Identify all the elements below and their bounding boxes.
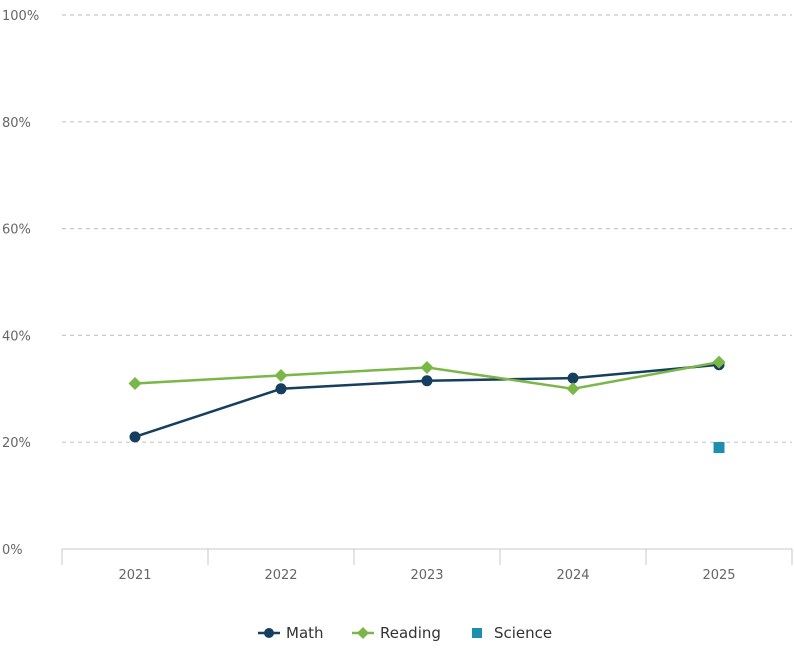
legend-swatch-marker [264,628,274,638]
legend-label: Reading [380,624,441,642]
data-point-math [421,375,433,387]
y-tick-label: 60% [2,223,31,238]
legend-label: Science [494,624,552,642]
x-axis: 2021 2022 2023 2024 2025 [61,548,793,583]
data-point-reading [712,355,726,369]
data-point-reading [566,382,580,396]
y-tick-label: 20% [2,436,31,451]
data-point-math [567,372,579,384]
y-axis-ticks: 0% 20% 40% 60% 80% 100% [2,9,39,558]
y-tick-label: 0% [2,543,23,558]
series-layer [128,355,726,454]
data-point-reading [420,360,434,374]
legend-swatch-marker [357,627,369,639]
series-science [713,442,725,454]
gridlines [62,14,792,443]
series-reading [128,355,726,396]
data-point-science [713,442,725,454]
x-tick-label: 2021 [118,568,151,583]
x-tick-label: 2023 [410,568,443,583]
legend-item-math: Math [258,624,324,642]
y-tick-label: 40% [2,329,31,344]
x-tick-label: 2025 [702,568,735,583]
legend-label: Math [286,624,324,642]
legend: Math Reading Science [258,624,552,642]
x-tick-label: 2022 [264,568,297,583]
y-tick-label: 80% [2,116,31,131]
legend-item-science: Science [472,624,552,642]
x-tick-label: 2024 [556,568,589,583]
series-math [129,359,725,443]
legend-swatch-marker [472,628,482,638]
data-point-math [275,383,287,395]
data-point-math [129,431,141,443]
data-point-reading [128,376,142,390]
y-tick-label: 100% [2,9,39,24]
data-point-reading [274,368,288,382]
legend-item-reading: Reading [352,624,441,642]
